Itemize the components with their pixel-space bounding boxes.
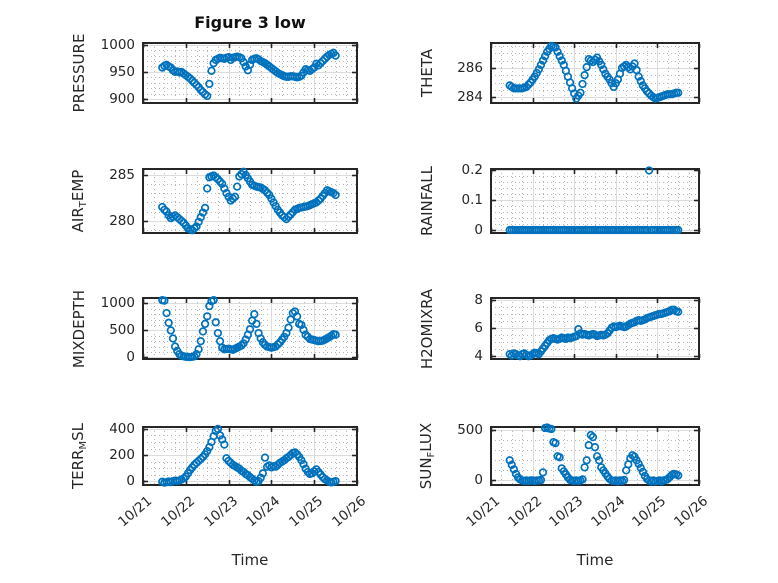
plot-area-pressure [136,36,364,110]
x-tick-label-terr-msl: 10/22 [157,493,199,531]
y-axis-label-mixdepth: MIXDEPTH [70,289,88,368]
y-axis-label-h2omixra: H2OMIXRA [418,288,436,369]
x-tick-label-sun-flux: 10/26 [671,493,712,531]
y-tick-label-h2omixra: 4 [474,347,483,364]
y-tick-label-mixdepth: 0 [126,349,135,366]
y-tick-label-rainfall: 0.2 [461,162,483,179]
y-tick-label-pressure: 950 [109,63,135,80]
y-tick-label-terr-msl: 200 [109,447,135,464]
y-axis-label-theta: THETA [418,48,436,98]
plot-area-h2omixra [484,291,706,366]
y-tick-label-h2omixra: 8 [474,292,483,309]
x-axis-title-left: Time [231,551,269,569]
plot-area-terr-msl [136,420,364,492]
y-tick-label-terr-msl: 400 [109,420,135,437]
y-axis-label-sun-flux: SUNFLUX [417,422,437,490]
x-tick-label-sun-flux: 10/23 [546,493,587,531]
x-tick-label-terr-msl: 10/25 [286,493,327,531]
plot-area-air-temp [136,162,364,240]
y-tick-label-air-temp: 280 [109,212,135,229]
y-tick-label-pressure: 900 [109,91,135,108]
y-tick-label-rainfall: 0.1 [461,192,483,209]
y-tick-label-sun-flux: 0 [474,472,483,489]
x-tick-label-sun-flux: 10/25 [629,493,670,531]
y-tick-label-rainfall: 0 [474,222,483,239]
y-tick-label-air-temp: 285 [109,166,135,183]
x-tick-label-terr-msl: 10/21 [115,493,156,531]
y-axis-label-pressure: PRESSURE [70,33,88,113]
plot-area-mixdepth [136,291,364,366]
plot-area-theta [484,36,706,110]
y-tick-label-sun-flux: 500 [457,422,483,439]
y-tick-label-mixdepth: 500 [109,322,135,339]
y-tick-label-terr-msl: 0 [126,473,135,490]
y-tick-label-h2omixra: 6 [474,319,483,336]
y-tick-label-pressure: 1000 [100,36,135,53]
x-tick-label-terr-msl: 10/23 [200,493,241,531]
x-axis-title-right: Time [576,551,614,569]
x-tick-label-sun-flux: 10/21 [463,493,504,531]
y-tick-label-theta: 286 [457,59,483,76]
plot-area-sun-flux [484,420,706,492]
plot-area-rainfall [484,162,706,240]
x-tick-label-sun-flux: 10/22 [504,493,545,531]
y-axis-label-air-temp: AIRTEMP [69,169,89,233]
y-tick-label-mixdepth: 1000 [100,295,135,312]
x-tick-label-sun-flux: 10/24 [587,493,629,531]
figure-title: Figure 3 low [194,13,306,32]
y-axis-label-rainfall: RAINFALL [418,166,436,236]
x-tick-label-terr-msl: 10/24 [243,493,284,531]
y-axis-label-terr-msl: TERRMSL [69,422,89,490]
x-tick-label-terr-msl: 10/26 [329,493,370,531]
y-tick-label-theta: 284 [457,89,483,106]
